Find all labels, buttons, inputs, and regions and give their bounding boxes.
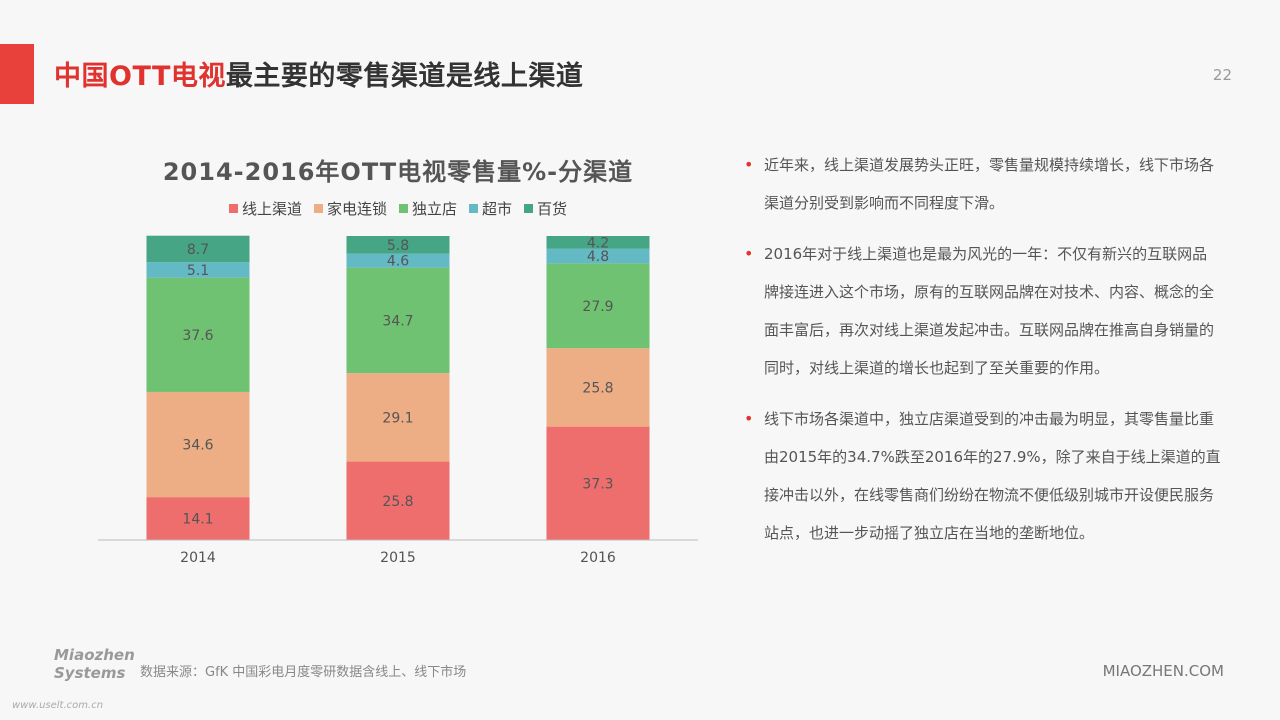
bar-segment — [546, 426, 650, 540]
logo-line-2: Systems — [54, 664, 126, 682]
page-number: 22 — [1212, 66, 1232, 84]
bullet-dot-icon: • — [744, 244, 754, 263]
data-label: 29.1 — [382, 410, 413, 426]
bullet-item: • 线下市场各渠道中，独立店渠道受到的冲击最为明显，其零售量比重由2015年的34… — [742, 400, 1222, 552]
chart-title: 2014-2016年OTT电视零售量%-分渠道 — [162, 158, 634, 186]
bullet-list: • 近年来，线上渠道发展势头正旺，零售量规模持续增长，线下市场各渠道分别受到影响而… — [742, 146, 1222, 565]
logo-line-1: Miaozhen — [54, 646, 135, 664]
x-tick-label: 2016 — [580, 550, 616, 566]
legend-label-independent: 独立店 — [411, 200, 457, 218]
chart-legend: 线上渠道 家电连锁 独立店 超市 百货 — [98, 198, 698, 219]
data-label: 34.7 — [382, 313, 413, 329]
data-label: 4.8 — [587, 249, 609, 265]
logo-url: www.uselt.com.cn — [12, 700, 104, 711]
bullet-dot-icon: • — [744, 409, 754, 428]
data-label: 34.6 — [182, 438, 213, 454]
bar-segment — [346, 253, 450, 268]
bullet-item: • 2016年对于线上渠道也是最为风光的一年：不仅有新兴的互联网品牌接连进入这个市… — [742, 235, 1222, 387]
bar-segment — [146, 277, 250, 392]
bar-segment — [146, 497, 250, 540]
data-label: 37.6 — [182, 328, 213, 344]
x-tick-label: 2015 — [380, 550, 416, 566]
legend-item-independent: 独立店 — [398, 198, 457, 219]
bar-segment — [346, 267, 450, 374]
legend-swatch-department — [524, 204, 534, 213]
miaozhen-logo: Miaozhen Systems — [54, 646, 135, 682]
legend-swatch-chain — [313, 204, 323, 213]
legend-swatch-online — [228, 204, 238, 213]
accent-bar — [0, 44, 34, 104]
legend-label-department: 百货 — [537, 200, 568, 218]
legend-item-supermarket: 超市 — [469, 198, 512, 219]
bar-segment — [346, 461, 450, 540]
legend-label-supermarket: 超市 — [482, 200, 513, 218]
data-label: 5.8 — [387, 238, 409, 254]
bullet-text: 2016年对于线上渠道也是最为风光的一年：不仅有新兴的互联网品牌接连进入这个市场… — [764, 245, 1215, 377]
data-label: 37.3 — [582, 476, 613, 492]
legend-item-chain: 家电连锁 — [313, 198, 387, 219]
bullet-text: 近年来，线上渠道发展势头正旺，零售量规模持续增长，线下市场各渠道分别受到影响而不… — [764, 156, 1215, 212]
data-label: 25.8 — [382, 494, 413, 510]
page-title-rest: 最主要的零售渠道是线上渠道 — [225, 61, 584, 92]
data-label: 27.9 — [582, 299, 613, 315]
legend-item-online: 线上渠道 — [228, 198, 302, 219]
page-title: 中国OTT电视最主要的零售渠道是线上渠道 — [54, 54, 583, 93]
legend-swatch-supermarket — [469, 204, 478, 213]
data-label: 25.8 — [582, 380, 613, 396]
data-label: 5.1 — [187, 263, 209, 279]
bullet-item: • 近年来，线上渠道发展势头正旺，零售量规模持续增长，线下市场各渠道分别受到影响而… — [742, 146, 1222, 222]
data-source: 数据来源：GfK 中国彩电月度零研数据含线上、线下市场 — [140, 665, 467, 680]
page-title-highlight: 中国OTT电视 — [54, 61, 226, 92]
data-label: 4.2 — [587, 235, 609, 251]
legend-item-department: 百货 — [524, 198, 567, 219]
legend-label-online: 线上渠道 — [241, 200, 302, 218]
x-tick-label: 2014 — [180, 550, 216, 566]
bar-segment — [346, 373, 450, 462]
legend-swatch-independent — [398, 204, 408, 213]
bar-segment — [546, 348, 650, 427]
data-label: 8.7 — [187, 242, 209, 258]
bar-segment — [346, 236, 450, 254]
bar-segment — [546, 248, 650, 264]
bar-segment — [146, 391, 250, 498]
data-label: 4.6 — [387, 254, 409, 270]
bar-segment — [146, 235, 250, 263]
bar-segment — [546, 263, 650, 349]
brand-site: MIAOZHEN.COM — [1102, 662, 1224, 680]
bar-segment — [146, 262, 250, 278]
bar-segment — [546, 236, 650, 249]
legend-label-chain: 家电连锁 — [326, 200, 387, 218]
bullet-dot-icon: • — [744, 155, 754, 174]
bullet-text: 线下市场各渠道中，独立店渠道受到的冲击最为明显，其零售量比重由2015年的34.… — [764, 410, 1221, 542]
data-label: 14.1 — [182, 512, 213, 528]
